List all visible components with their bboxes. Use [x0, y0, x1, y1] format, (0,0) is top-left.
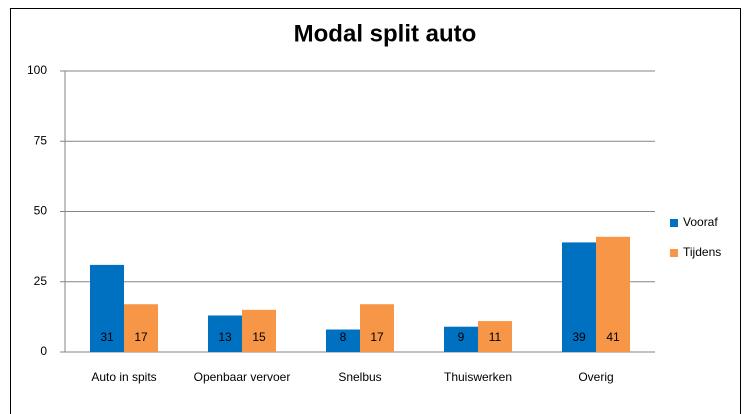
data-label: 15 — [252, 330, 266, 344]
y-tick-label: 0 — [40, 344, 47, 358]
data-label: 39 — [572, 330, 586, 344]
y-tick-label: 75 — [34, 133, 48, 147]
data-label: 31 — [100, 330, 114, 344]
data-label: 17 — [370, 330, 384, 344]
data-label: 13 — [218, 330, 232, 344]
legend-swatch — [670, 219, 678, 227]
bar — [124, 304, 158, 352]
bar — [360, 304, 394, 352]
data-label: 9 — [458, 330, 465, 344]
x-tick-label: Thuiswerken — [443, 370, 513, 384]
legend-label: Tijdens — [683, 245, 721, 259]
legend-label: Vooraf — [683, 215, 718, 229]
bar — [562, 242, 596, 352]
bar — [242, 309, 276, 352]
legend-swatch — [670, 249, 678, 257]
bar — [478, 321, 512, 352]
bar — [90, 264, 124, 352]
x-tick-label: Overig — [578, 370, 614, 384]
data-label: 11 — [489, 330, 502, 344]
bar — [596, 236, 630, 352]
bar — [208, 315, 242, 352]
x-tick-label: Auto in spits — [91, 370, 157, 384]
y-tick-label: 25 — [34, 274, 48, 288]
data-label: 41 — [606, 330, 620, 344]
y-tick-label: 50 — [34, 204, 48, 218]
chart-title: Modal split auto — [294, 20, 477, 47]
bar — [326, 329, 360, 352]
data-label: 8 — [340, 330, 347, 344]
x-tick-label: Snelbus — [338, 370, 382, 384]
x-tick-label: Openbaar vervoer — [193, 370, 291, 384]
bar — [444, 326, 478, 352]
y-tick-label: 100 — [27, 63, 47, 77]
data-label: 17 — [134, 330, 148, 344]
